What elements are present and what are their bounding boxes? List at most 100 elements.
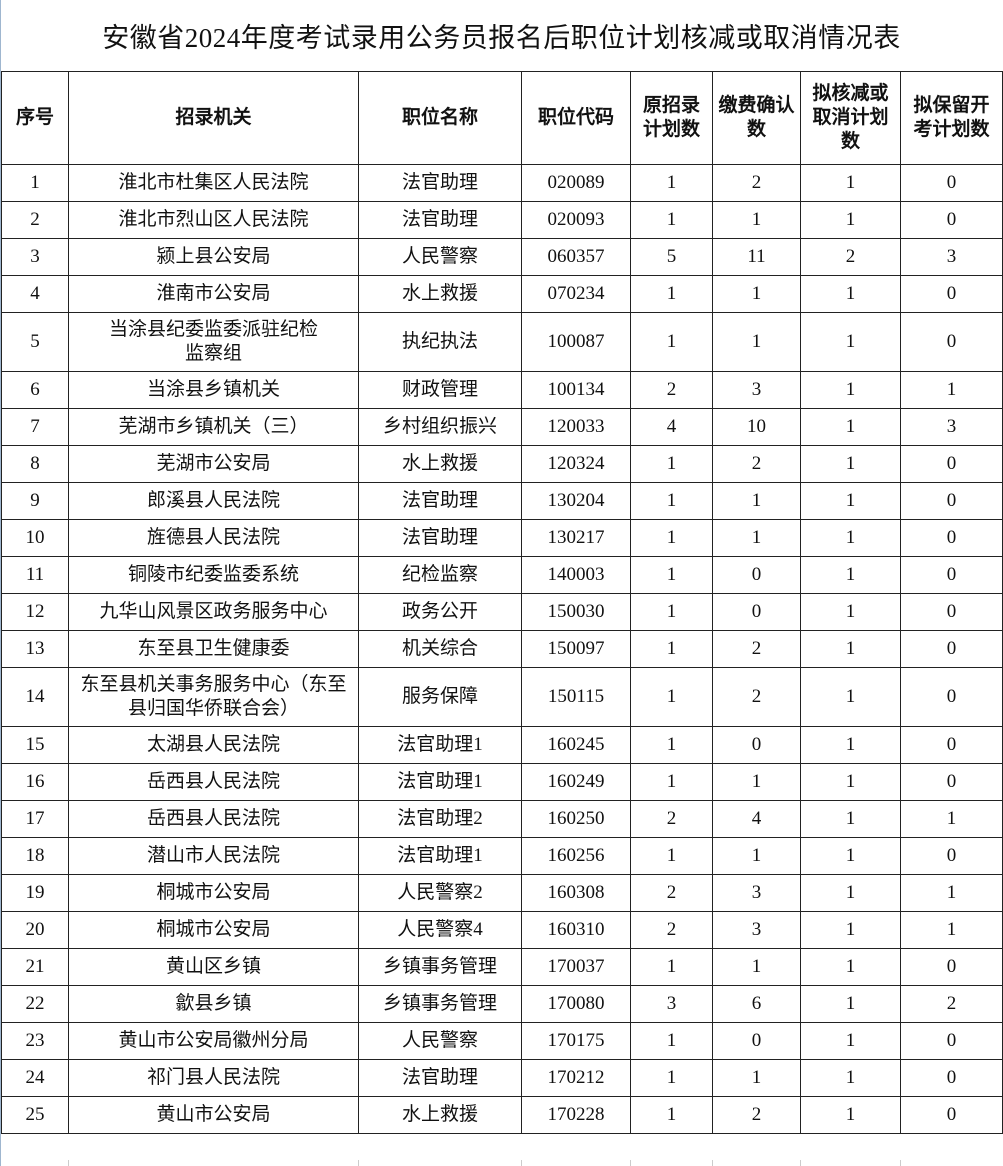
cell-position-code: 160256 <box>521 837 631 875</box>
cell-position-name: 纪检监察 <box>358 556 522 594</box>
cell-original-plan: 1 <box>630 556 713 594</box>
cell-agency: 颍上县公安局 <box>68 238 359 276</box>
cell-paid-confirmed: 0 <box>712 726 801 764</box>
cell-retained-plan: 0 <box>900 1059 1003 1097</box>
cell-position-name: 服务保障 <box>358 667 522 727</box>
cell-agency: 芜湖市乡镇机关（三） <box>68 408 359 446</box>
cell-reduced-cancelled: 1 <box>800 371 901 409</box>
cell-paid-confirmed: 2 <box>712 1096 801 1134</box>
cell-position-code: 170228 <box>521 1096 631 1134</box>
cell-reduced-cancelled: 1 <box>800 837 901 875</box>
cell-index: 9 <box>1 482 69 520</box>
cell-retained-plan: 0 <box>900 1022 1003 1060</box>
cell-index: 2 <box>1 201 69 239</box>
table-row: 11 铜陵市纪委监委系统 纪检监察 140003 1 0 1 0 <box>1 556 1003 594</box>
cell-original-plan: 1 <box>630 164 713 202</box>
cell-original-plan: 4 <box>630 408 713 446</box>
cell-position-name: 水上救援 <box>358 445 522 483</box>
cell-original-plan: 1 <box>630 312 713 372</box>
cell-position-name: 人民警察2 <box>358 874 522 912</box>
cell-reduced-cancelled: 1 <box>800 312 901 372</box>
cell-position-code: 100134 <box>521 371 631 409</box>
cell-position-name: 机关综合 <box>358 630 522 668</box>
cell-retained-plan: 0 <box>900 312 1003 372</box>
cell-index: 13 <box>1 630 69 668</box>
cell-original-plan: 1 <box>630 630 713 668</box>
cell-agency: 黄山市公安局 <box>68 1096 359 1134</box>
table-row: 1 淮北市杜集区人民法院 法官助理 020089 1 2 1 0 <box>1 164 1003 202</box>
cell-position-code: 160308 <box>521 874 631 912</box>
column-header-agency: 招录机关 <box>68 71 359 165</box>
cell-retained-plan: 0 <box>900 630 1003 668</box>
cell-position-code: 170175 <box>521 1022 631 1060</box>
table-row: 17 岳西县人民法院 法官助理2 160250 2 4 1 1 <box>1 800 1003 838</box>
cell-index: 3 <box>1 238 69 276</box>
cell-retained-plan: 2 <box>900 985 1003 1023</box>
cell-paid-confirmed: 1 <box>712 201 801 239</box>
table-row: 24 祁门县人民法院 法官助理 170212 1 1 1 0 <box>1 1059 1003 1097</box>
cell-paid-confirmed: 6 <box>712 985 801 1023</box>
table-row: 10 旌德县人民法院 法官助理 130217 1 1 1 0 <box>1 519 1003 557</box>
cell-original-plan: 1 <box>630 482 713 520</box>
cell-retained-plan: 1 <box>900 911 1003 949</box>
cell-reduced-cancelled: 1 <box>800 556 901 594</box>
cell-position-name: 人民警察 <box>358 238 522 276</box>
cell-original-plan: 2 <box>630 800 713 838</box>
cell-reduced-cancelled: 1 <box>800 874 901 912</box>
cell-agency: 淮北市杜集区人民法院 <box>68 164 359 202</box>
cell-agency: 黄山市公安局徽州分局 <box>68 1022 359 1060</box>
cell-position-code: 150097 <box>521 630 631 668</box>
cell-index: 20 <box>1 911 69 949</box>
cell-agency: 当涂县纪委监委派驻纪检监察组 <box>68 312 359 372</box>
table-row: 12 九华山风景区政务服务中心 政务公开 150030 1 0 1 0 <box>1 593 1003 631</box>
cell-retained-plan: 0 <box>900 445 1003 483</box>
cell-paid-confirmed: 1 <box>712 312 801 372</box>
cell-agency: 岳西县人民法院 <box>68 763 359 801</box>
cell-original-plan: 2 <box>630 874 713 912</box>
column-header-reduced-cancelled: 拟核减或取消计划数 <box>800 71 901 165</box>
cell-reduced-cancelled: 1 <box>800 630 901 668</box>
cell-paid-confirmed: 3 <box>712 874 801 912</box>
cell-reduced-cancelled: 1 <box>800 726 901 764</box>
cell-agency: 旌德县人民法院 <box>68 519 359 557</box>
cell-position-name: 法官助理 <box>358 164 522 202</box>
cell-position-name: 法官助理1 <box>358 726 522 764</box>
cell-index: 8 <box>1 445 69 483</box>
cell-reduced-cancelled: 1 <box>800 1096 901 1134</box>
position-table: 序号 招录机关 职位名称 职位代码 原招录计划数 缴费确认数 拟核减或取消计划数 拟保留开考计… <box>1 71 1003 1134</box>
cell-index: 23 <box>1 1022 69 1060</box>
table-row: 7 芜湖市乡镇机关（三） 乡村组织振兴 120033 4 10 1 3 <box>1 408 1003 446</box>
cell-agency: 歙县乡镇 <box>68 985 359 1023</box>
cell-agency: 桐城市公安局 <box>68 874 359 912</box>
cell-original-plan: 1 <box>630 1022 713 1060</box>
table-row: 16 岳西县人民法院 法官助理1 160249 1 1 1 0 <box>1 763 1003 801</box>
column-header-paid-confirmed: 缴费确认数 <box>712 71 801 165</box>
cell-index: 5 <box>1 312 69 372</box>
cell-paid-confirmed: 3 <box>712 911 801 949</box>
cell-position-name: 人民警察4 <box>358 911 522 949</box>
cell-retained-plan: 3 <box>900 408 1003 446</box>
cell-position-name: 法官助理 <box>358 519 522 557</box>
cell-agency: 当涂县乡镇机关 <box>68 371 359 409</box>
table-row: 18 潜山市人民法院 法官助理1 160256 1 1 1 0 <box>1 837 1003 875</box>
cell-position-name: 政务公开 <box>358 593 522 631</box>
cell-original-plan: 1 <box>630 275 713 313</box>
cell-index: 19 <box>1 874 69 912</box>
cell-paid-confirmed: 2 <box>712 630 801 668</box>
cell-agency: 淮南市公安局 <box>68 275 359 313</box>
cell-retained-plan: 0 <box>900 948 1003 986</box>
cell-retained-plan: 0 <box>900 837 1003 875</box>
cell-retained-plan: 1 <box>900 800 1003 838</box>
cell-position-name: 乡镇事务管理 <box>358 948 522 986</box>
cell-retained-plan: 1 <box>900 371 1003 409</box>
cell-agency: 黄山区乡镇 <box>68 948 359 986</box>
cell-position-code: 120033 <box>521 408 631 446</box>
cell-paid-confirmed: 1 <box>712 837 801 875</box>
cell-index: 17 <box>1 800 69 838</box>
cell-position-name: 法官助理2 <box>358 800 522 838</box>
cell-agency: 九华山风景区政务服务中心 <box>68 593 359 631</box>
cell-reduced-cancelled: 1 <box>800 164 901 202</box>
cell-reduced-cancelled: 1 <box>800 948 901 986</box>
cell-agency: 淮北市烈山区人民法院 <box>68 201 359 239</box>
cell-index: 22 <box>1 985 69 1023</box>
